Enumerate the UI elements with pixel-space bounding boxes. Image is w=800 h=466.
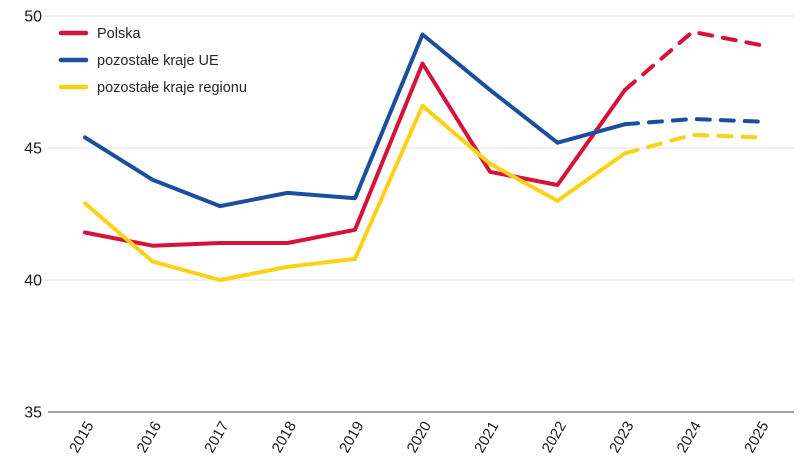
x-tick-label-2017: 2017 (201, 419, 232, 456)
legend-label-pozosta-e-kraje-ue: pozostałe kraje UE (97, 53, 219, 69)
y-tick-label-40: 40 (24, 273, 42, 290)
series-line-forecast-pozosta-e-kraje-ue (623, 117, 762, 127)
x-tick-label-2023: 2023 (606, 419, 637, 456)
x-tick-label-2020: 2020 (404, 419, 435, 456)
x-tick-label-2018: 2018 (269, 419, 300, 456)
legend-item-pozosta-e-kraje-ue: pozostałe kraje UE (58, 53, 219, 69)
x-tick-label-2015: 2015 (66, 419, 97, 456)
series-line-forecast-polska (623, 29, 762, 92)
y-tick-label-50: 50 (24, 9, 42, 26)
legend-item-polska: Polska (58, 26, 141, 42)
legend-item-pozosta-e-kraje-regionu: pozostałe kraje regionu (58, 80, 247, 96)
legend-label-pozosta-e-kraje-regionu: pozostałe kraje regionu (97, 80, 247, 96)
x-tick-label-2025: 2025 (741, 419, 772, 456)
series-line-solid-polska (83, 61, 627, 248)
x-tick-label-2021: 2021 (471, 419, 502, 456)
x-tick-label-2016: 2016 (134, 419, 165, 456)
x-tick-label-2024: 2024 (674, 419, 705, 456)
x-tick-label-2019: 2019 (336, 419, 367, 456)
y-tick-label-35: 35 (24, 405, 42, 422)
series-line-solid-pozosta-e-kraje-ue (83, 32, 627, 209)
x-tick-label-2022: 2022 (539, 419, 570, 456)
series-line-solid-pozosta-e-kraje-regionu (83, 103, 627, 282)
legend-label-polska: Polska (97, 26, 141, 42)
y-tick-label-45: 45 (24, 141, 42, 158)
chart-legend: Polska pozostałe kraje UE pozostałe kraje … (58, 26, 247, 96)
series-line-forecast-pozosta-e-kraje-regionu (623, 132, 762, 156)
